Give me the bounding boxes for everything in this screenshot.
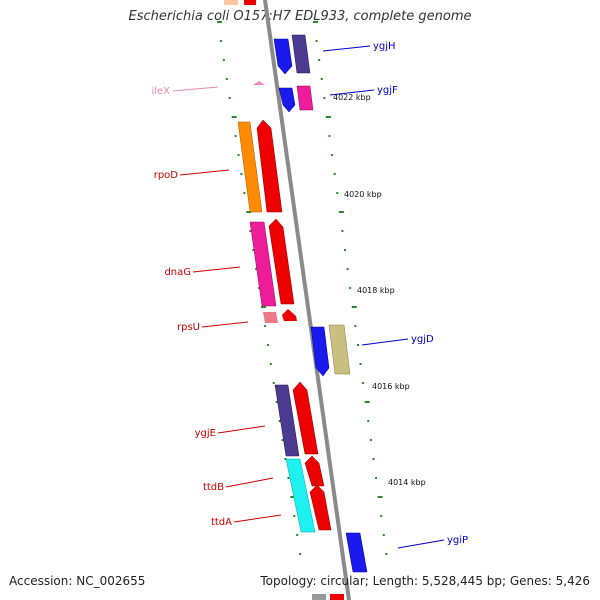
gene-partial-red-bottom — [330, 594, 344, 600]
gene-rpoD-orange[interactable] — [237, 121, 263, 213]
scale-label-4020: 4020 kbp — [344, 190, 382, 199]
gene-ygjH-blue[interactable] — [273, 38, 293, 75]
scale-label-4016: 4016 kbp — [372, 382, 410, 391]
gene-ttdA-red[interactable] — [309, 484, 332, 531]
gene-dnaG-red[interactable] — [268, 218, 295, 305]
gene-dnaG-magenta[interactable] — [249, 221, 277, 307]
gene-rpoD-red[interactable] — [256, 119, 283, 213]
genome-summary-text: Topology: circular; Length: 5,528,445 bp… — [260, 574, 590, 588]
label-dnaG[interactable]: dnaG — [164, 267, 191, 278]
label-ileX[interactable]: ileX — [151, 86, 170, 97]
gene-rpsU-red[interactable] — [282, 309, 297, 321]
gene-partial-red — [244, 0, 256, 5]
gene-ileX[interactable] — [253, 81, 265, 85]
gene-ttdB-cyan[interactable] — [285, 458, 316, 533]
label-ygjD[interactable]: ygjD — [411, 334, 434, 345]
label-ygjE[interactable]: ygjE — [195, 428, 216, 439]
label-ygjH[interactable]: ygjH — [373, 41, 396, 52]
gene-ygiP-blue[interactable] — [345, 532, 368, 573]
scale-label-4018: 4018 kbp — [357, 286, 395, 295]
gene-rpsU-pink[interactable] — [263, 312, 278, 323]
gene-partial-peach — [224, 0, 238, 5]
scale-label-4022: 4022 kbp — [333, 93, 371, 102]
gene-ygjE-purple[interactable] — [274, 384, 300, 457]
gene-ttdB-red[interactable] — [304, 455, 325, 487]
accession-text: Accession: NC_002655 — [9, 574, 146, 588]
gene-labels: ygjH ileX ygjF rpoD dnaG rpsU ygjD ygjE … — [151, 41, 468, 546]
label-ygiP[interactable]: ygiP — [447, 535, 468, 546]
map-title: Escherichia coli O157:H7 EDL933, complet… — [128, 9, 472, 24]
label-ygjF[interactable]: ygjF — [377, 85, 398, 96]
gene-ygjH-purple[interactable] — [291, 34, 311, 74]
gene-ygjE-red[interactable] — [292, 381, 319, 455]
label-connectors — [172, 45, 445, 549]
genome-backbone — [263, 0, 351, 600]
reverse-strand-genes — [273, 34, 368, 573]
gene-ygjD-blue[interactable] — [310, 326, 330, 377]
gene-ygjF-magenta[interactable] — [296, 85, 314, 111]
forward-strand-genes — [224, 0, 344, 600]
label-ttdA[interactable]: ttdA — [211, 517, 232, 528]
scale-label-4014: 4014 kbp — [388, 478, 426, 487]
label-ttdB[interactable]: ttdB — [203, 482, 224, 493]
scale-labels: 4022 kbp 4020 kbp 4018 kbp 4016 kbp 4014… — [333, 93, 426, 487]
label-rpoD[interactable]: rpoD — [154, 170, 179, 181]
label-rpsU[interactable]: rpsU — [177, 322, 200, 333]
gene-partial-gray — [312, 594, 326, 600]
gene-ygjD-olive[interactable] — [328, 324, 351, 375]
gene-ygjF-blue[interactable] — [278, 87, 296, 113]
